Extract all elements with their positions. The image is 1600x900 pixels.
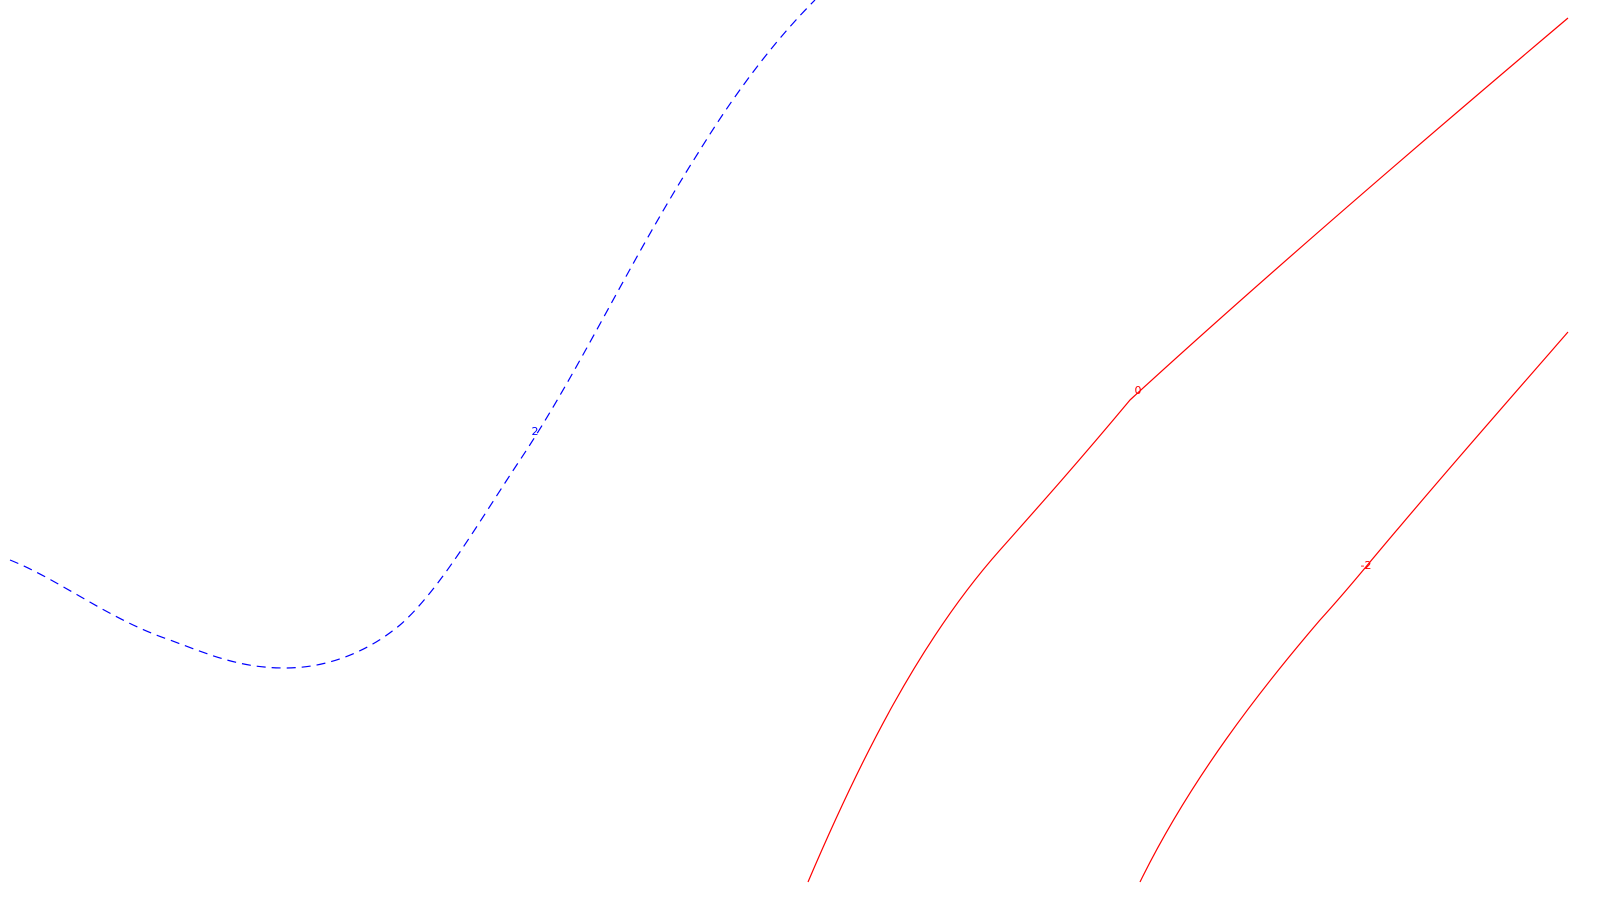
contour-label-2: 2 (532, 425, 539, 438)
contour-line-neg2 (1139, 331, 1569, 883)
contour-label-neg2: -2 (1361, 559, 1372, 572)
contour-label-0: 0 (1135, 384, 1142, 397)
contour-line-0 (807, 17, 1569, 883)
